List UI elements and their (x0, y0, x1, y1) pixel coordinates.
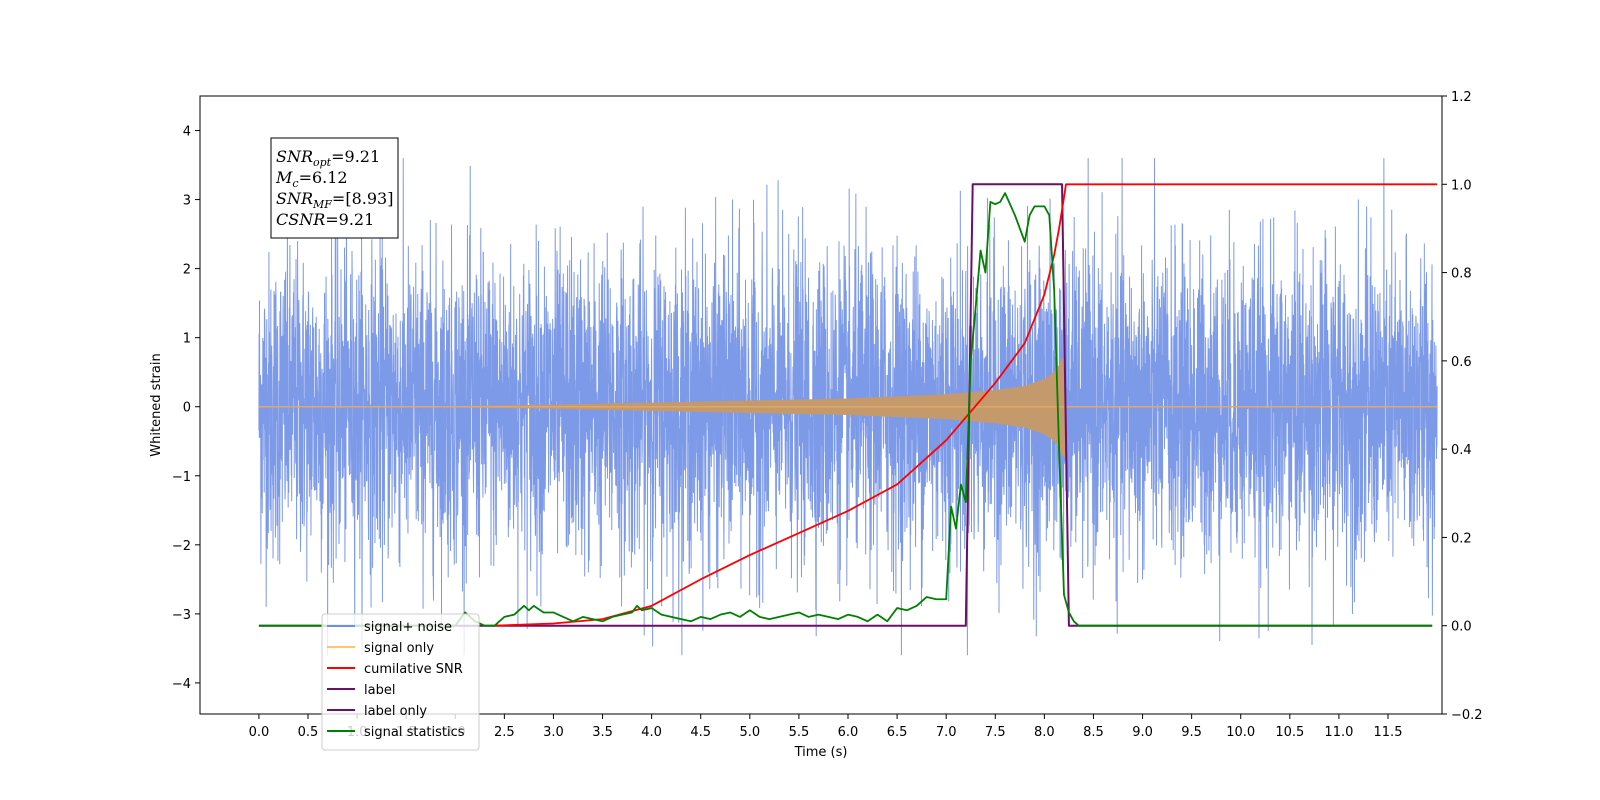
legend: signal+ noise signal only cumilative SNR la… (321, 613, 480, 751)
legend-label: label (364, 683, 395, 698)
legend-box (321, 613, 480, 751)
y2-tick-label: 0.4 (1451, 443, 1472, 458)
x-tick-label: 6.5 (887, 725, 908, 740)
x-tick-label: 8.0 (1034, 725, 1055, 740)
x-tick-label: 11.5 (1374, 725, 1403, 740)
legend-label: cumilative SNR (364, 662, 463, 677)
annotation-box (270, 137, 399, 239)
annotation-line: CSNR=9.21 (276, 210, 374, 229)
y-tick-label: −2 (172, 539, 191, 554)
x-tick-label: 0.5 (298, 725, 319, 740)
y2-tick-label: 1.0 (1451, 178, 1472, 193)
plot-area (258, 158, 1438, 656)
x-tick-label: 7.5 (985, 725, 1006, 740)
y-tick-label: 4 (183, 125, 191, 140)
x-tick-label: 7.0 (936, 725, 957, 740)
y-axis-title: Whitened strain (149, 353, 164, 456)
legend-label: signal statistics (364, 725, 465, 740)
x-tick-label: 6.0 (838, 725, 859, 740)
y2-tick-label: 1.2 (1451, 90, 1472, 105)
x-tick-label: 11.0 (1324, 725, 1353, 740)
series-cumulative-snr (494, 183, 1438, 627)
x-tick-label: 10.0 (1226, 725, 1255, 740)
y2-tick-label: 0.8 (1451, 267, 1472, 282)
series-signal-statistics (258, 192, 1433, 627)
x-tick-label: 3.0 (543, 725, 564, 740)
x-tick-label: 10.5 (1275, 725, 1304, 740)
y2-tick-label: 0.2 (1451, 531, 1472, 546)
legend-label: label only (364, 704, 427, 719)
x-tick-label: 4.5 (690, 725, 711, 740)
y2-tick-label: 0.0 (1451, 620, 1472, 635)
y-tick-label: 1 (183, 332, 191, 347)
y-tick-label: −3 (172, 608, 191, 623)
x-tick-label: 8.5 (1083, 725, 1104, 740)
y2-tick-label: −0.2 (1451, 708, 1483, 723)
legend-label: signal only (364, 641, 434, 656)
y-tick-label: 3 (183, 194, 191, 209)
y-tick-label: −1 (172, 470, 191, 485)
y-tick-label: 0 (183, 401, 191, 416)
x-tick-label: 0.0 (249, 725, 270, 740)
x-tick-label: 4.0 (641, 725, 662, 740)
x-tick-label: 3.5 (592, 725, 613, 740)
axes-frame (199, 95, 1443, 715)
x-tick-label: 5.5 (789, 725, 810, 740)
x-tick-label: 9.0 (1132, 725, 1153, 740)
y-tick-label: −4 (172, 677, 191, 692)
x-axis-title: Time (s) (794, 745, 848, 760)
y2-tick-label: 0.6 (1451, 355, 1472, 370)
series-signal-noise (258, 158, 1438, 656)
y-tick-label: 2 (183, 263, 191, 278)
annotation-line: SNRopt=9.21 (276, 147, 380, 169)
x-tick-label: 2.5 (494, 725, 515, 740)
annotation-line: Mc=6.12 (275, 168, 348, 190)
annotation-line: SNRMF=[8.93] (276, 189, 393, 211)
x-tick-label: 9.5 (1181, 725, 1202, 740)
x-tick-label: 5.0 (739, 725, 760, 740)
legend-label: signal+ noise (364, 620, 452, 635)
